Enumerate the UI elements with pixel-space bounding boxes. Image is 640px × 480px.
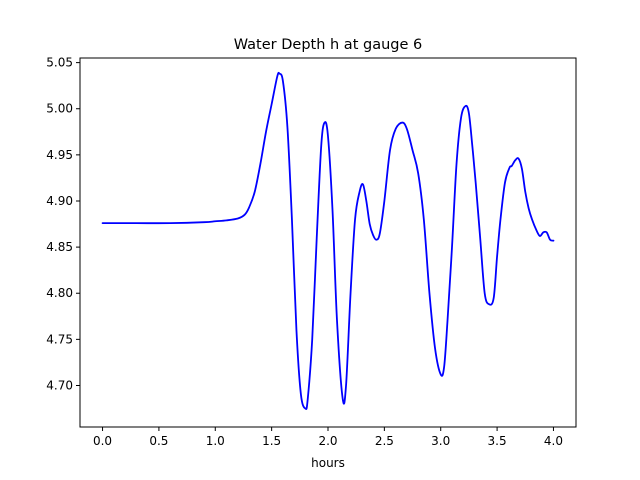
x-tick-label: 2.0 — [318, 434, 337, 448]
plot-frame — [79, 57, 577, 428]
x-tick-label: 3.0 — [431, 434, 450, 448]
x-tick-label: 3.5 — [488, 434, 507, 448]
y-tick-label: 4.80 — [46, 286, 73, 300]
y-tick-label: 5.00 — [46, 102, 73, 116]
y-axis: 4.70 4.75 4.80 4.85 4.90 4.95 5.00 5.05 — [46, 56, 80, 392]
series-line — [101, 71, 555, 410]
plot-area — [79, 57, 577, 428]
y-tick-label: 4.75 — [46, 332, 73, 346]
x-tick-label: 4.0 — [544, 434, 563, 448]
x-axis: 0.0 0.5 1.0 1.5 2.0 2.5 3.0 3.5 4.0 — [93, 427, 563, 448]
x-tick-label: 0.5 — [149, 434, 168, 448]
y-tick-label: 4.70 — [46, 378, 73, 392]
x-tick-label: 0.0 — [93, 434, 112, 448]
y-tick-label: 5.05 — [46, 56, 73, 70]
x-tick-label: 1.5 — [262, 434, 281, 448]
x-tick-label: 1.0 — [206, 434, 225, 448]
y-tick-label: 4.85 — [46, 240, 73, 254]
x-axis-label: hours — [311, 456, 345, 470]
chart-title: Water Depth h at gauge 6 — [234, 37, 422, 53]
y-tick-label: 4.95 — [46, 148, 73, 162]
y-tick-label: 4.90 — [46, 194, 73, 208]
x-tick-label: 2.5 — [375, 434, 394, 448]
